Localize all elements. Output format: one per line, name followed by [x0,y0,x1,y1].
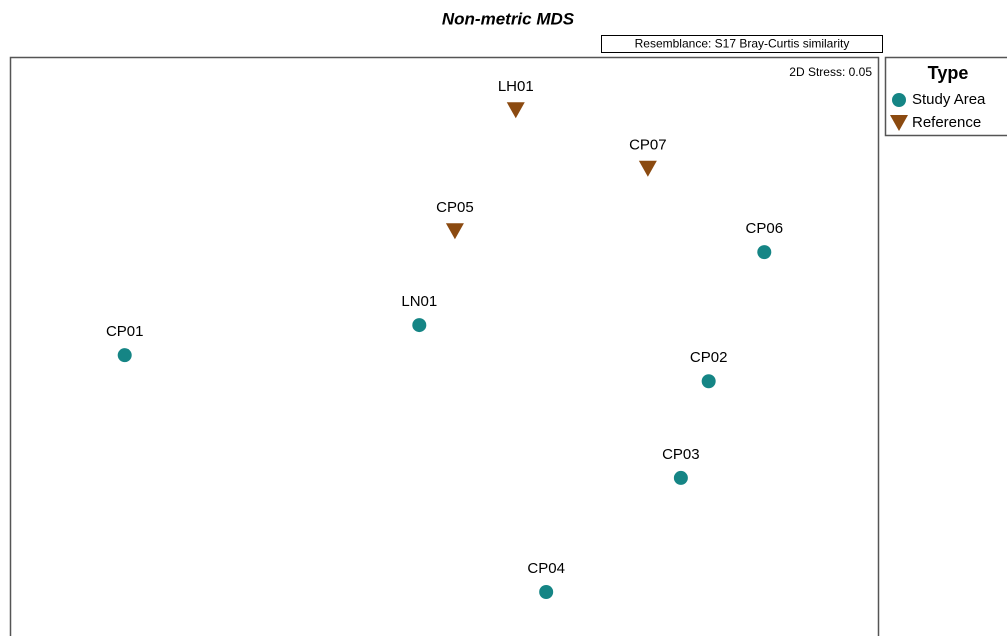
marker-circle [117,348,132,363]
point-label: CP04 [527,560,565,577]
legend-box [884,56,1007,137]
marker-circle [701,374,716,389]
point-label: CP07 [629,137,667,154]
stress-label: 2D Stress: 0.05 [789,65,872,79]
legend-label: Study Area [912,91,986,108]
point-label: CP03 [662,446,700,463]
point-label: LN01 [401,293,437,310]
marker-triangle [638,160,657,177]
marker-circle [757,245,772,260]
chart-title: Non-metric MDS [442,9,575,28]
marker-circle [412,318,427,333]
annotation: Resemblance: S17 Bray-Curtis similarity [635,37,850,51]
annotation-box [601,35,883,53]
legend-label: Reference [912,114,981,131]
point-label: CP06 [746,220,784,237]
legend-title: Type [928,63,969,83]
marker-circle [539,584,554,599]
marker-triangle [890,115,908,131]
point-label: LH01 [498,78,534,95]
point-label: CP01 [106,323,144,340]
point-label: CP05 [436,199,474,216]
plot-frame [9,56,880,636]
marker-circle [892,93,906,107]
marker-circle [673,470,688,485]
point-label: CP02 [690,349,728,366]
marker-triangle [506,102,525,119]
marker-triangle [445,223,464,240]
